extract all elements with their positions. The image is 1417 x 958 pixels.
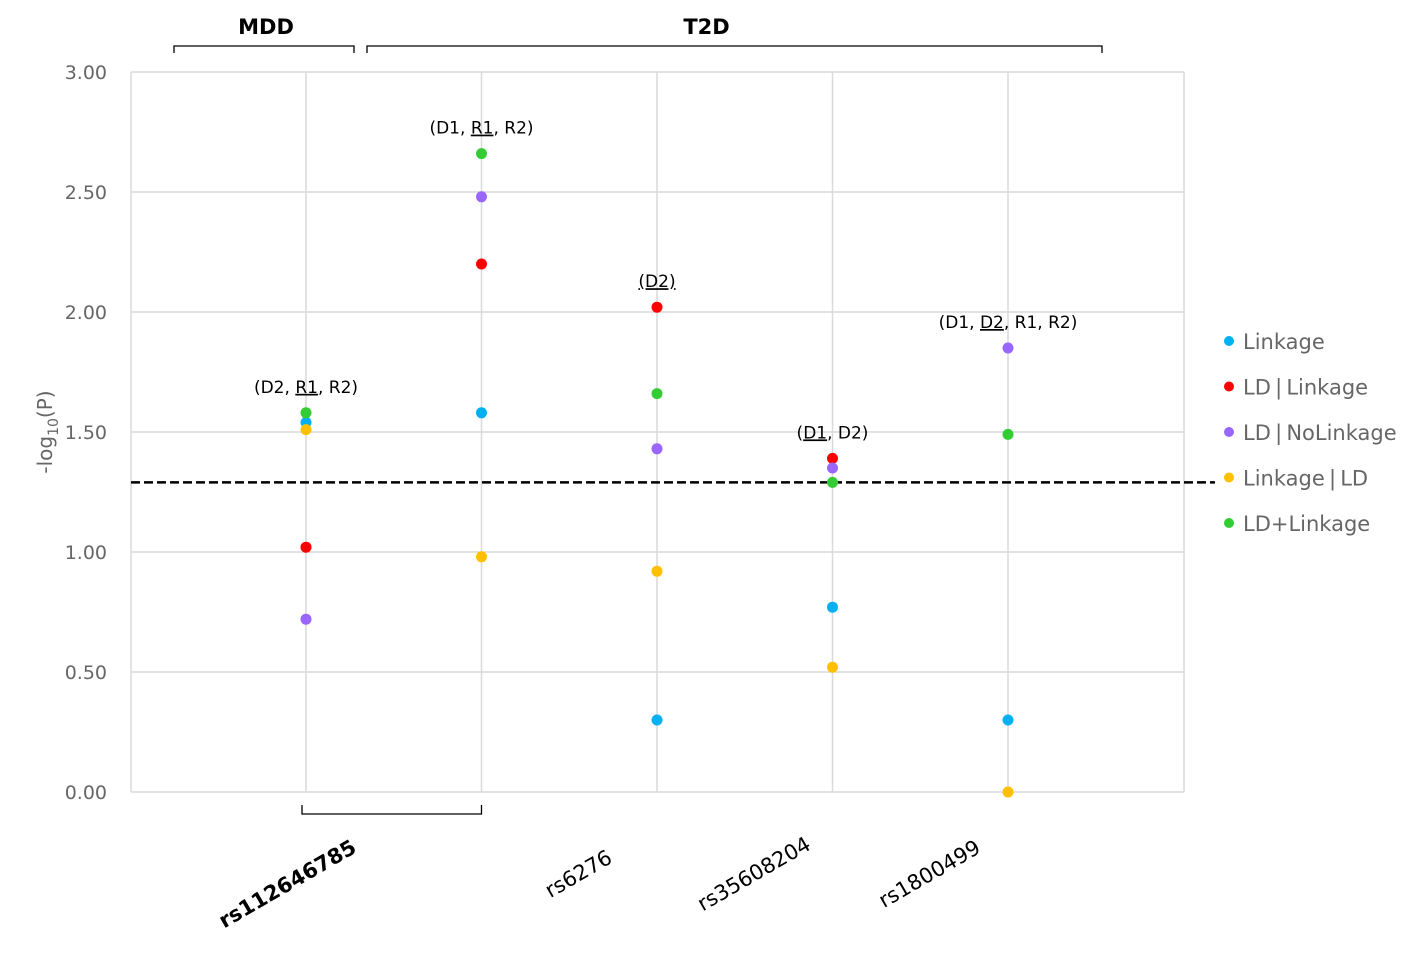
point-linkage-4	[1002, 714, 1014, 726]
point-linkage-3	[827, 601, 838, 613]
x-category-label: rs112646785	[215, 835, 361, 933]
point-ld-nolinkage-3	[827, 462, 838, 474]
legend-marker	[1224, 336, 1234, 346]
bottom-bracket	[301, 805, 483, 815]
annotation-part: , R1, R2)	[1004, 313, 1078, 333]
point-ld-nolinkage-4	[1002, 342, 1014, 354]
point-linkage-ld-4	[1002, 786, 1014, 798]
legend-label: Linkage	[1243, 330, 1325, 354]
annotations: (D2, R1, R2)(D1, R1, R2)(D2)(D1, D2)(D1,…	[254, 119, 1077, 444]
point-ld-linkage-4	[1002, 428, 1014, 440]
y-tick-label: 2.00	[65, 302, 107, 324]
group-label-t2d: T2D	[683, 15, 729, 39]
x-category-label: rs35608204	[693, 832, 815, 916]
point-linkage-2	[651, 714, 663, 726]
y-tick-label: 2.50	[65, 182, 107, 204]
annotation-part: , R2)	[318, 378, 358, 398]
legend-marker	[1224, 381, 1234, 392]
point-linkage-ld-1	[476, 551, 487, 563]
point-ld-linkage-3	[827, 452, 838, 464]
annotation-part: R1	[295, 378, 318, 398]
y-axis-label-base: -log	[33, 436, 57, 474]
point-ld-nolinkage-2	[651, 443, 663, 455]
y-axis-label-sub: 10	[46, 418, 62, 436]
point-ld-linkage-3	[827, 476, 838, 488]
legend-label: LD | Linkage	[1243, 376, 1368, 401]
point-linkage-ld-0	[300, 424, 312, 436]
annotation-part: D1	[803, 423, 827, 443]
annotation-label: (D2, R1, R2)	[254, 378, 358, 398]
legend-label: Linkage | LD	[1243, 467, 1368, 492]
y-tick-label: 0.00	[65, 782, 107, 804]
legend-marker	[1224, 427, 1234, 437]
x-category-label: rs6276	[541, 845, 616, 902]
point-ld-linkage-0	[300, 407, 312, 419]
annotation-part: (D2,	[254, 378, 295, 398]
point-ld-linkage-1	[476, 258, 487, 270]
data-points	[300, 148, 1014, 798]
annotation-part: (D1,	[429, 119, 470, 139]
legend: Linkage LD | Linkage LD | NoLinkage Linkage…	[1224, 330, 1397, 536]
point-linkage-ld-2	[651, 565, 663, 577]
annotation-part: , R2)	[493, 119, 533, 139]
annotation-label: (D1, D2, R1, R2)	[939, 313, 1078, 333]
annotation-label: (D1, D2)	[797, 423, 869, 443]
x-axis-categories: rs112646785 rs6276 rs35608204 rs1800499	[215, 832, 985, 933]
legend-label: LD | NoLinkage	[1243, 421, 1397, 446]
annotation-label: (D1, R1, R2)	[429, 119, 533, 139]
y-tick-label: 0.50	[65, 662, 107, 684]
group-label-mdd: MDD	[238, 15, 294, 39]
point-ld-linkage-0	[300, 541, 312, 553]
legend-label: LD+Linkage	[1243, 512, 1370, 536]
x-category-label: rs1800499	[875, 835, 985, 912]
point-linkage-1	[476, 407, 487, 419]
annotation-part: R1	[471, 119, 494, 139]
legend-marker	[1224, 518, 1234, 528]
y-tick-label: 1.50	[65, 422, 107, 444]
point-ld-linkage-1	[476, 148, 487, 160]
y-tick-label: 1.00	[65, 542, 107, 564]
y-axis-label: -log10(P)	[33, 390, 62, 473]
annotation-part: (D2)	[638, 272, 675, 292]
group-bracket-mdd	[173, 45, 355, 53]
annotation-part: , D2)	[827, 423, 868, 443]
annotation-label: (D2)	[638, 272, 675, 292]
point-linkage-ld-3	[827, 661, 838, 673]
y-axis-label-suffix: (P)	[33, 390, 57, 418]
legend-marker	[1224, 472, 1234, 483]
point-ld-nolinkage-0	[300, 613, 312, 625]
y-axis-ticks: 0.00 0.50 1.00 1.50 2.00 2.50 3.00	[65, 62, 107, 804]
point-ld-linkage-2	[651, 301, 663, 313]
y-tick-label: 3.00	[65, 62, 107, 84]
annotation-part: (D1,	[939, 313, 980, 333]
grid	[130, 71, 1185, 793]
point-ld-nolinkage-1	[476, 191, 487, 203]
group-bracket-t2d	[366, 45, 1103, 53]
annotation-part: (	[797, 423, 804, 443]
point-ld-linkage-2	[651, 388, 663, 400]
group-brackets: MDD T2D	[173, 15, 1103, 815]
annotation-part: D2	[980, 313, 1004, 333]
